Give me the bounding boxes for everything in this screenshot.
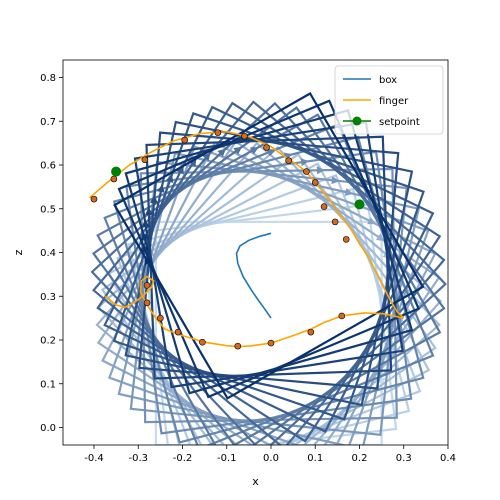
box-arrow: [344, 188, 354, 196]
box-frame: [91, 106, 446, 445]
x-tick-label: -0.1: [217, 453, 237, 464]
setpoint-marker: [354, 199, 365, 210]
box-arrow: [266, 148, 276, 157]
finger-line-lower: [104, 275, 404, 348]
box-arrow: [316, 166, 325, 175]
x-tick-label: -0.2: [173, 453, 193, 464]
box-arrow: [367, 216, 377, 225]
contact-point: [303, 168, 310, 175]
box-arrow: [142, 219, 150, 228]
setpoint-marker: [111, 166, 122, 177]
setpoint-markers: [111, 166, 365, 210]
contact-point: [174, 328, 182, 336]
box-frame: [96, 113, 442, 445]
contact-point: [110, 175, 118, 183]
contact-point: [157, 314, 164, 322]
plot-area: [89, 92, 447, 445]
contact-point: [342, 236, 350, 243]
x-tick-label: 0.1: [307, 453, 323, 464]
box-arrow: [300, 158, 310, 167]
box-frame: [103, 123, 435, 445]
legend: box finger setpoint: [334, 65, 444, 135]
x-axis-ticks: -0.4 -0.3 -0.2 -0.1 0.0 0.1 0.2 0.3 0.4: [84, 445, 456, 464]
box-frame: [113, 92, 425, 400]
box-frame: [133, 121, 404, 389]
y-tick-label: 0.3: [40, 292, 56, 303]
x-tick-label: 0.4: [440, 453, 456, 464]
y-tick-label: 0.7: [40, 117, 56, 128]
box-arrow: [142, 244, 150, 253]
contact-point: [241, 132, 248, 140]
contact-point: [234, 342, 242, 350]
contact-point: [263, 144, 270, 151]
contact-point: [267, 339, 275, 347]
box-frame: [112, 112, 425, 421]
x-tick-label: 0.0: [263, 453, 279, 464]
x-tick-label: -0.4: [84, 453, 104, 464]
y-tick-label: 0.5: [40, 204, 56, 215]
contact-point: [285, 157, 292, 164]
y-axis-ticks: 0.0 0.1 0.2 0.3 0.4 0.5 0.6 0.7 0.8: [40, 73, 63, 434]
box-arrow: [149, 195, 158, 204]
contact-point: [311, 179, 319, 186]
x-tick-label: -0.3: [128, 453, 148, 464]
box-arrow: [156, 184, 165, 193]
contact-point: [90, 195, 98, 203]
contact-point: [199, 338, 206, 346]
box-arrow: [217, 148, 226, 157]
box-frame: [107, 145, 430, 445]
legend-marker-setpoint: [352, 116, 362, 126]
box-arrow: [141, 231, 149, 241]
box-arrow: [144, 256, 152, 266]
contact-point: [141, 156, 149, 164]
legend-box: [334, 65, 444, 135]
box-arrow: [249, 147, 259, 155]
x-axis-label: x: [252, 475, 259, 488]
contact-point: [331, 218, 339, 226]
box-frame: [124, 109, 414, 395]
y-tick-label: 0.0: [40, 423, 56, 434]
box-center-line: [235, 232, 272, 319]
box-frame: [117, 99, 421, 399]
x-tick-label: 0.3: [396, 453, 412, 464]
box-frames: [90, 92, 447, 445]
contact-point: [338, 312, 346, 320]
contact-point: [181, 136, 188, 144]
contact-point: [143, 282, 151, 289]
box-arrow: [233, 146, 243, 155]
y-axis-label: z: [12, 249, 25, 255]
y-tick-label: 0.8: [40, 73, 56, 84]
x-tick-label: 0.2: [352, 453, 368, 464]
finger-line-upper: [89, 130, 405, 319]
box-arrow: [202, 152, 211, 162]
box-center-path: [235, 232, 272, 319]
box-arrow: [165, 174, 174, 183]
contact-point: [143, 299, 151, 307]
legend-label-box: box: [379, 75, 397, 86]
box-arrow: [375, 233, 385, 242]
finger-path: [89, 130, 405, 348]
contact-point: [214, 129, 222, 136]
legend-label-finger: finger: [379, 96, 409, 107]
y-tick-label: 0.4: [40, 248, 56, 259]
box-arrow: [144, 206, 153, 216]
contact-point: [320, 203, 328, 210]
y-tick-label: 0.6: [40, 161, 56, 172]
box-arrow: [331, 176, 340, 185]
contact-point: [307, 328, 315, 336]
y-tick-label: 0.1: [40, 379, 56, 390]
legend-label-setpoint: setpoint: [379, 117, 420, 128]
y-tick-label: 0.2: [40, 336, 56, 347]
